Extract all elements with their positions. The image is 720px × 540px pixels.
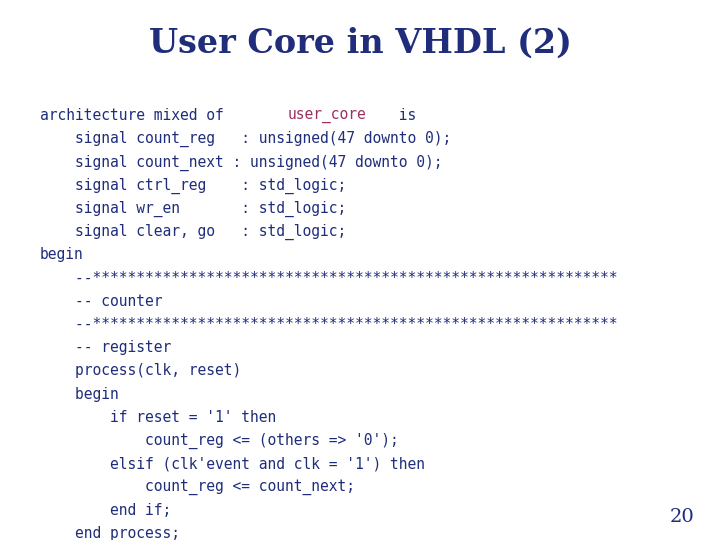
Text: begin: begin	[40, 387, 118, 402]
Text: signal count_next : unsigned(47 downto 0);: signal count_next : unsigned(47 downto 0…	[40, 154, 442, 171]
Text: end process;: end process;	[40, 526, 179, 540]
Text: user_core: user_core	[288, 108, 366, 123]
Text: 20: 20	[670, 509, 695, 526]
Text: -- register: -- register	[40, 340, 171, 355]
Text: signal clear, go   : std_logic;: signal clear, go : std_logic;	[40, 224, 346, 240]
Text: elsif (clk'event and clk = '1') then: elsif (clk'event and clk = '1') then	[40, 456, 425, 471]
Text: -- counter: -- counter	[40, 294, 162, 309]
Text: --************************************************************: --**************************************…	[40, 317, 617, 332]
Text: if reset = '1' then: if reset = '1' then	[40, 410, 276, 425]
Text: --************************************************************: --**************************************…	[40, 271, 617, 286]
Text: signal ctrl_reg    : std_logic;: signal ctrl_reg : std_logic;	[40, 178, 346, 194]
Text: architecture mixed of: architecture mixed of	[40, 108, 232, 123]
Text: is: is	[390, 108, 416, 123]
Text: User Core in VHDL (2): User Core in VHDL (2)	[148, 27, 572, 60]
Text: process(clk, reset): process(clk, reset)	[40, 363, 241, 379]
Text: begin: begin	[40, 247, 84, 262]
Text: signal wr_en       : std_logic;: signal wr_en : std_logic;	[40, 201, 346, 217]
Text: end if;: end if;	[40, 503, 171, 518]
Text: signal count_reg   : unsigned(47 downto 0);: signal count_reg : unsigned(47 downto 0)…	[40, 131, 451, 147]
Text: count_reg <= count_next;: count_reg <= count_next;	[40, 480, 355, 495]
Text: count_reg <= (others => '0');: count_reg <= (others => '0');	[40, 433, 398, 449]
